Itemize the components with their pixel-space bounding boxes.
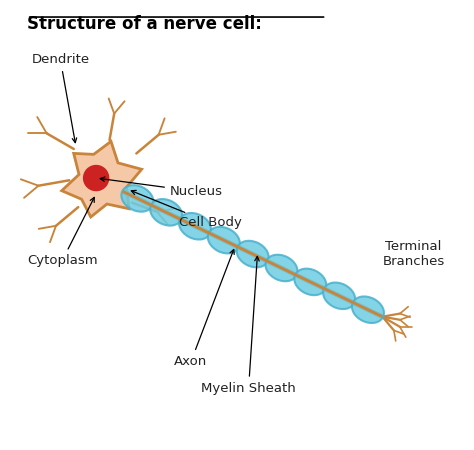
Text: Nucleus: Nucleus: [100, 177, 223, 198]
Text: Dendrite: Dendrite: [31, 53, 90, 143]
Text: Terminal
Branches: Terminal Branches: [383, 240, 445, 268]
Polygon shape: [62, 141, 142, 217]
Text: Axon: Axon: [174, 249, 234, 368]
Ellipse shape: [323, 283, 355, 309]
Text: Myelin Sheath: Myelin Sheath: [201, 256, 296, 395]
Ellipse shape: [150, 199, 182, 225]
Ellipse shape: [208, 227, 240, 253]
Ellipse shape: [294, 269, 326, 295]
Ellipse shape: [352, 297, 384, 323]
Ellipse shape: [265, 255, 298, 281]
Ellipse shape: [121, 185, 154, 212]
Text: Cell Body: Cell Body: [131, 190, 242, 229]
Ellipse shape: [237, 241, 269, 267]
Text: Cytoplasm: Cytoplasm: [27, 198, 98, 267]
Text: Structure of a nerve cell:: Structure of a nerve cell:: [27, 15, 262, 33]
Ellipse shape: [179, 213, 211, 239]
Circle shape: [83, 166, 109, 190]
